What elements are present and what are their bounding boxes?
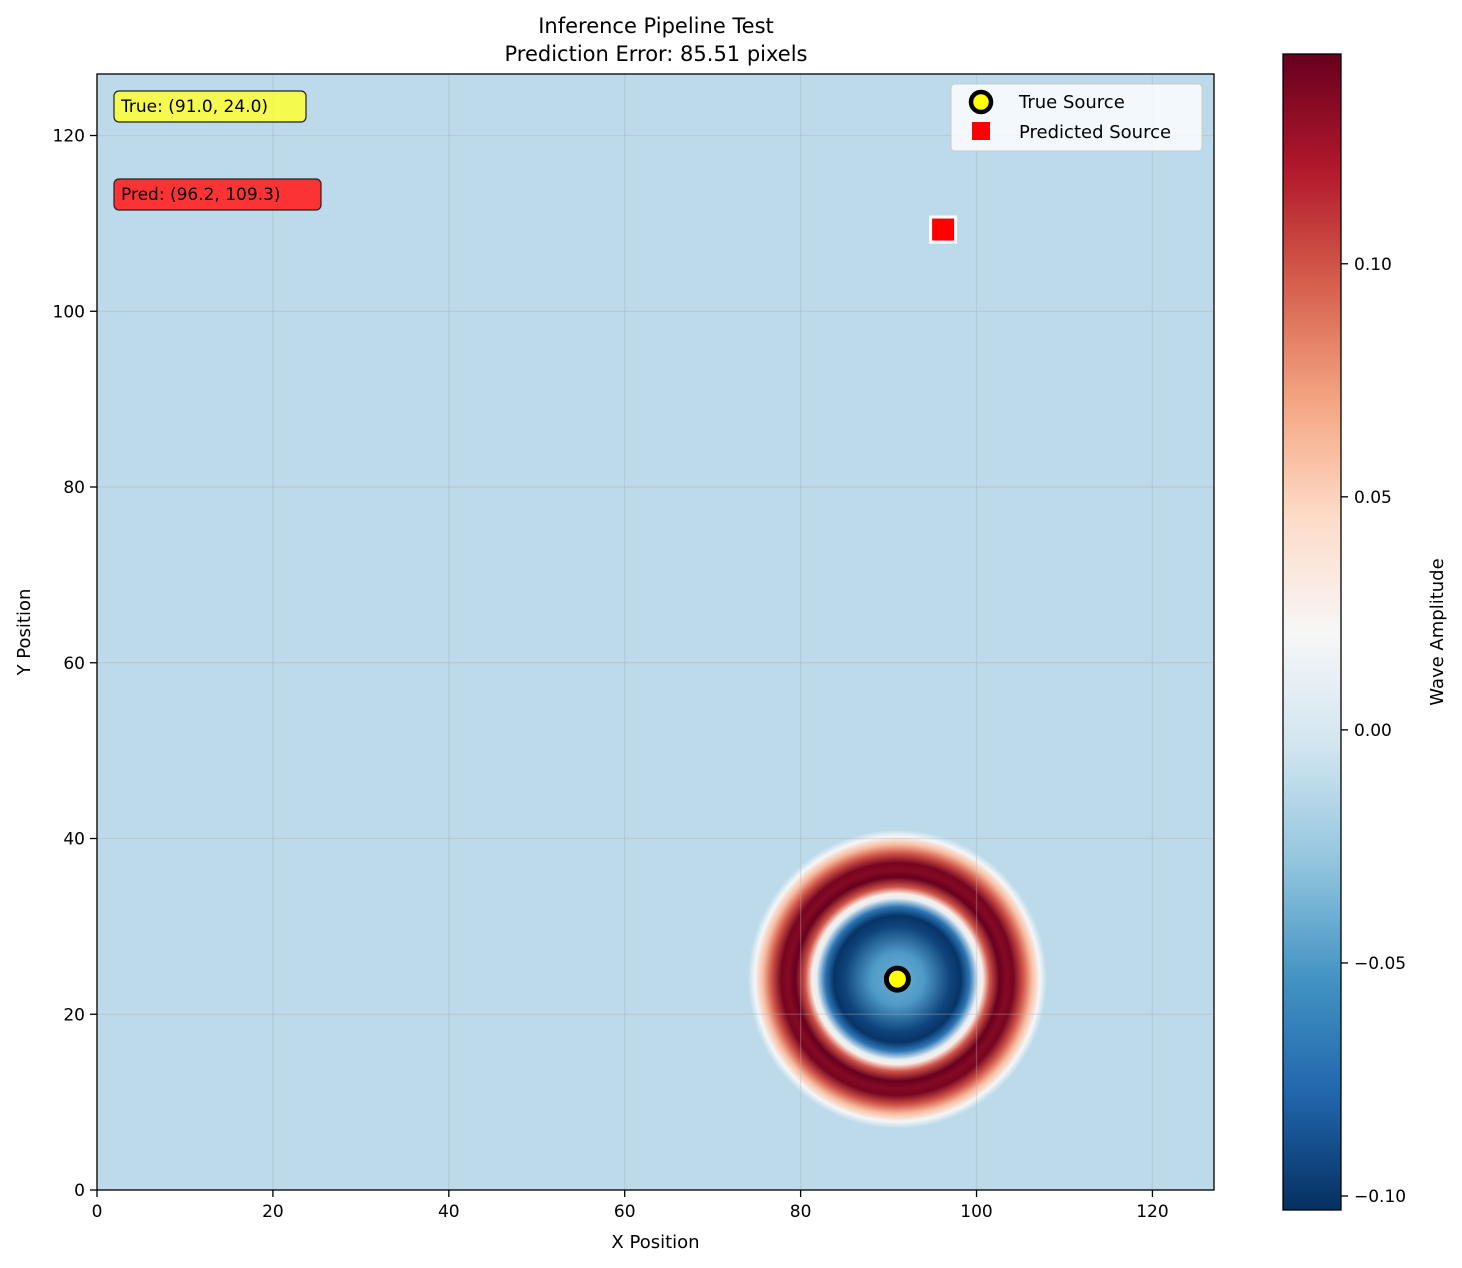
legend: True Source Predicted Source [950, 83, 1203, 152]
legend-true-source-label: True Source [1018, 92, 1125, 113]
colorbar-tick-label: 0.00 [1354, 721, 1392, 741]
y-tick-label: 40 [63, 830, 85, 850]
legend-predicted-source-marker [972, 122, 990, 140]
true-coordinate-box: True: (91.0, 24.0) [113, 90, 307, 123]
colorbar-strip [1282, 53, 1342, 1211]
x-axis: 0 20 40 60 80 100 120 [92, 1190, 1169, 1222]
chart-subtitle: Prediction Error: 85.51 pixels [504, 42, 807, 66]
coordinate-annotations: True: (91.0, 24.0) Pred: (96.2, 109.3) [113, 90, 322, 211]
y-tick-label: 120 [53, 127, 85, 147]
plot-area [96, 73, 1215, 1191]
x-tick-label: 0 [92, 1202, 103, 1222]
x-tick-label: 80 [790, 1202, 812, 1222]
colorbar: 0.10 0.05 0.00 −0.05 −0.10 Wave Amplitude [1282, 53, 1448, 1211]
true-coordinate-text: True: (91.0, 24.0) [120, 97, 268, 117]
pred-coordinate-box-bg [113, 178, 322, 211]
y-axis: 0 20 40 60 80 100 120 [53, 127, 97, 1201]
plot-frame [96, 73, 1215, 1191]
x-axis-label: X Position [611, 1232, 699, 1253]
legend-true-source-marker [968, 89, 994, 115]
colorbar-tick-label: 0.05 [1354, 488, 1392, 508]
y-tick-label: 60 [63, 654, 85, 674]
y-tick-label: 80 [63, 478, 85, 498]
source-markers [883, 215, 958, 993]
colorbar-tick-label: −0.05 [1354, 954, 1406, 974]
heatmap-background [97, 74, 1214, 1190]
true-coordinate-box-bg [113, 90, 307, 123]
y-tick-label: 20 [63, 1005, 85, 1025]
y-tick-label: 0 [74, 1181, 85, 1201]
y-tick-label: 100 [53, 302, 85, 322]
x-tick-label: 60 [614, 1202, 636, 1222]
colorbar-ticks: 0.10 0.05 0.00 −0.05 −0.10 [1341, 255, 1406, 1207]
chart-title: Inference Pipeline Test [538, 14, 774, 38]
x-tick-label: 100 [960, 1202, 992, 1222]
legend-box [950, 83, 1203, 152]
predicted-source-marker [929, 215, 958, 244]
true-source-marker [883, 965, 911, 993]
x-tick-label: 20 [262, 1202, 284, 1222]
x-tick-label: 120 [1136, 1202, 1168, 1222]
pred-coordinate-text: Pred: (96.2, 109.3) [121, 185, 281, 205]
colorbar-label: Wave Amplitude [1427, 558, 1448, 705]
legend-predicted-source-label: Predicted Source [1019, 122, 1171, 143]
colorbar-tick-label: 0.10 [1354, 255, 1392, 275]
grid-lines [96, 74, 1214, 1191]
pred-coordinate-box: Pred: (96.2, 109.3) [113, 178, 322, 211]
colorbar-tick-label: −0.10 [1354, 1187, 1406, 1207]
y-axis-label: Y Position [14, 589, 35, 677]
x-tick-label: 40 [438, 1202, 460, 1222]
